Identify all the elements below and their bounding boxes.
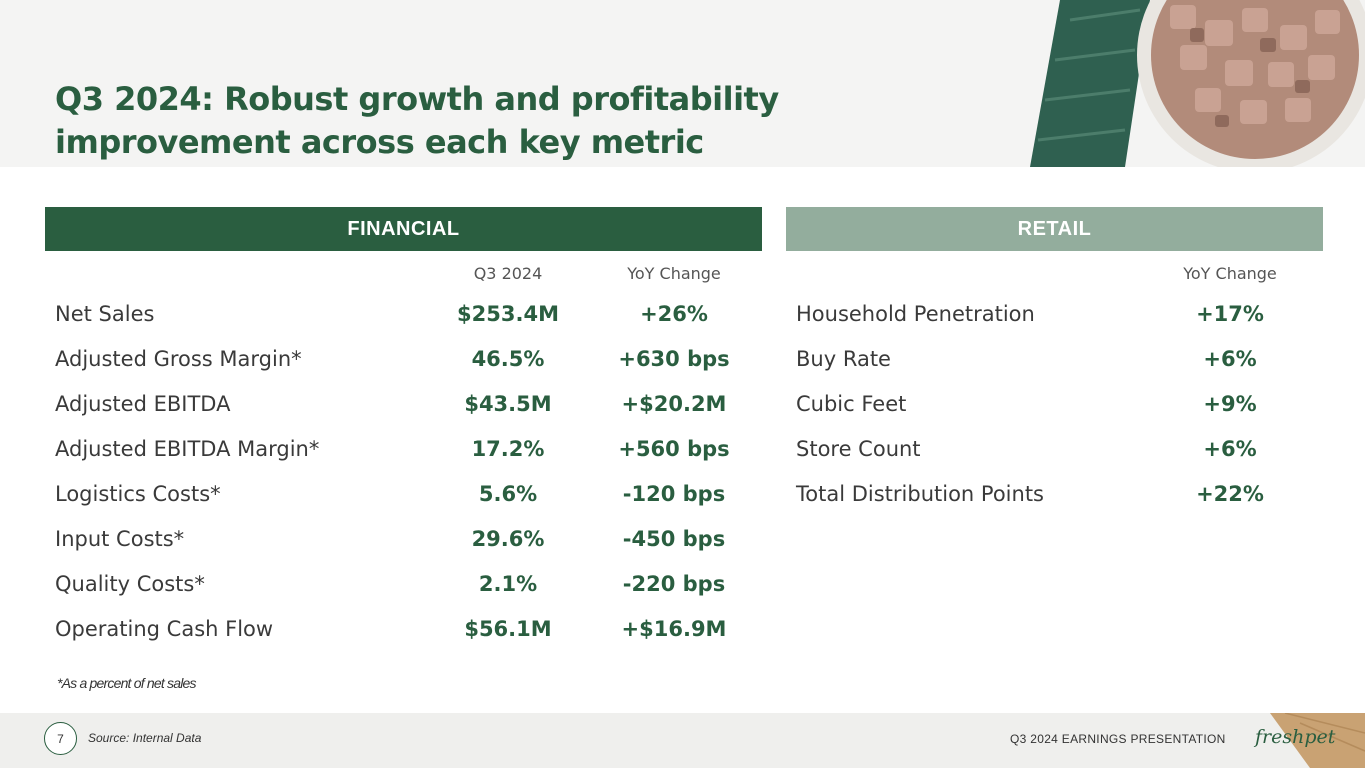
footer-band bbox=[0, 713, 1365, 768]
metric-label: Store Count bbox=[796, 437, 921, 461]
metric-value: 2.1% bbox=[478, 572, 538, 596]
metric-label: Household Penetration bbox=[796, 302, 1035, 326]
financial-header: FINANCIAL bbox=[45, 207, 762, 251]
title-period: Q3 2024: bbox=[55, 80, 214, 118]
metric-change: +22% bbox=[1196, 482, 1264, 506]
metric-label: Net Sales bbox=[55, 302, 155, 326]
metric-label: Quality Costs* bbox=[55, 572, 205, 596]
footnote: *As a percent of net sales bbox=[57, 675, 197, 691]
metric-value: $253.4M bbox=[457, 302, 559, 326]
financial-period-column-header: Q3 2024 bbox=[473, 264, 543, 283]
metric-change: +$20.2M bbox=[621, 392, 727, 416]
metric-change: +9% bbox=[1203, 392, 1257, 416]
metric-value: $56.1M bbox=[464, 617, 552, 641]
financial-change-column-header: YoY Change bbox=[627, 264, 721, 283]
metric-change: -220 bps bbox=[622, 572, 726, 596]
food-bowl-illustration bbox=[1030, 0, 1365, 167]
metric-change: +$16.9M bbox=[621, 617, 727, 641]
metric-value: 5.6% bbox=[478, 482, 538, 506]
metric-value: 29.6% bbox=[471, 527, 545, 551]
metric-change: -120 bps bbox=[622, 482, 726, 506]
wood-board-decoration bbox=[1250, 713, 1365, 768]
metric-label: Adjusted EBITDA bbox=[55, 392, 231, 416]
metric-label: Adjusted Gross Margin* bbox=[55, 347, 302, 371]
page-number: 7 bbox=[44, 722, 77, 755]
wood-board-shape bbox=[1270, 713, 1365, 768]
metric-change: +26% bbox=[640, 302, 708, 326]
food-bowl-image bbox=[1030, 0, 1365, 167]
metric-label: Input Costs* bbox=[55, 527, 185, 551]
source-note: Source: Internal Data bbox=[88, 731, 202, 745]
metric-change: +630 bps bbox=[618, 347, 730, 371]
metric-label: Logistics Costs* bbox=[55, 482, 221, 506]
metric-label: Buy Rate bbox=[796, 347, 891, 371]
metric-value: 17.2% bbox=[471, 437, 545, 461]
metric-label: Cubic Feet bbox=[796, 392, 907, 416]
metric-label: Adjusted EBITDA Margin* bbox=[55, 437, 320, 461]
page-title: Q3 2024: Robust growth and profitability… bbox=[55, 78, 815, 164]
metric-change: +6% bbox=[1203, 347, 1257, 371]
metric-label: Operating Cash Flow bbox=[55, 617, 274, 641]
metric-value: $43.5M bbox=[464, 392, 552, 416]
metric-change: -450 bps bbox=[622, 527, 726, 551]
metric-value: 46.5% bbox=[471, 347, 545, 371]
retail-header: RETAIL bbox=[786, 207, 1323, 251]
metric-change: +6% bbox=[1203, 437, 1257, 461]
presentation-name: Q3 2024 EARNINGS PRESENTATION bbox=[1010, 732, 1226, 746]
retail-change-column-header: YoY Change bbox=[1183, 264, 1277, 283]
metric-label: Total Distribution Points bbox=[796, 482, 1044, 506]
title-text: Robust growth and profitability improvem… bbox=[55, 80, 779, 161]
metric-change: +17% bbox=[1196, 302, 1264, 326]
freshpet-logo: freshpet bbox=[1255, 726, 1336, 748]
metric-change: +560 bps bbox=[618, 437, 730, 461]
